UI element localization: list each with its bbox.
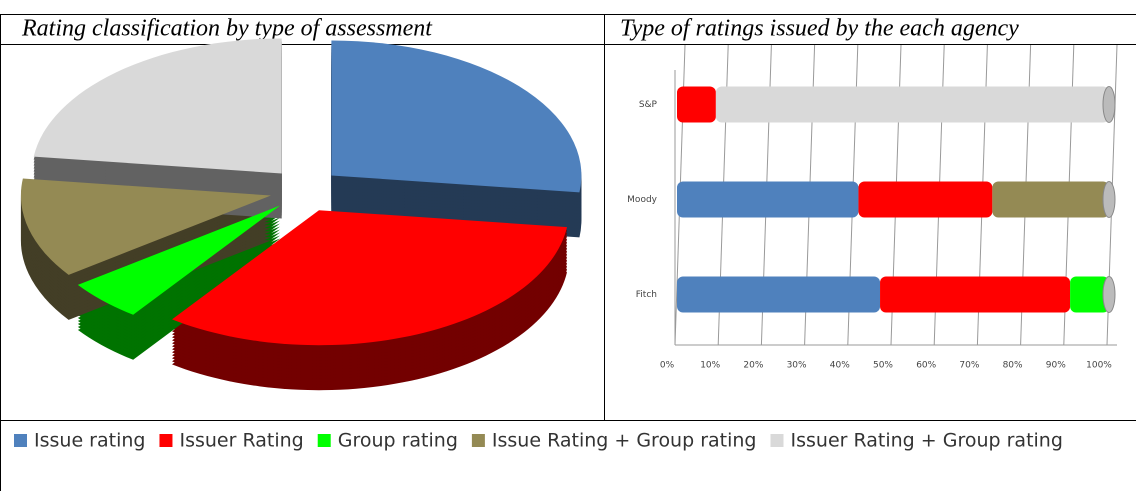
- legend-label: Issuer Rating: [179, 430, 303, 452]
- bar-segment: [880, 276, 1071, 313]
- table-border: [0, 14, 1136, 491]
- bar-segment: [677, 276, 881, 313]
- x-tick-label: 0%: [660, 361, 675, 371]
- bar-segment: [677, 86, 716, 123]
- legend-label: Issue Rating + Group rating: [492, 430, 757, 452]
- x-tick-label: 30%: [787, 361, 807, 371]
- bar-end: [1102, 86, 1116, 123]
- bar-end: [1102, 276, 1116, 313]
- category-label: Moody: [627, 195, 657, 205]
- pie-slice: [172, 210, 568, 346]
- x-tick-label: 50%: [873, 361, 893, 371]
- bar-segment: [1070, 276, 1109, 313]
- x-tick-label: 100%: [1086, 361, 1112, 371]
- bar-chart: 0% 10% 20% 30% 40% 50% 60% 70% 80% 90% 100% S&P Mood…: [627, 44, 1118, 371]
- x-tick-label: 10%: [700, 361, 720, 371]
- legend-label: Issuer Rating + Group rating: [791, 430, 1063, 452]
- bar-segment: [858, 181, 993, 218]
- pie-slice: [33, 38, 282, 174]
- legend-label: Group rating: [338, 430, 458, 452]
- bar-title: Type of ratings issued by the each agenc…: [620, 16, 1019, 42]
- legend-swatch: [159, 434, 173, 447]
- legend-swatch: [14, 434, 27, 447]
- bar-segment: [715, 86, 1109, 123]
- x-tick-label: 40%: [830, 361, 850, 371]
- x-tick-label: 80%: [1003, 361, 1023, 371]
- x-tick-label: 90%: [1046, 361, 1066, 371]
- pie-slice: [77, 205, 281, 315]
- legend: Issue rating Issuer Rating Group rating Iss…: [14, 430, 1063, 452]
- bar-segment: [992, 181, 1109, 218]
- x-tick-label: 20%: [743, 361, 763, 371]
- pie-title: Rating classification by type of assessm…: [21, 16, 433, 42]
- category-label: S&P: [639, 100, 658, 110]
- legend-swatch: [317, 434, 331, 447]
- pie-chart: [20, 38, 582, 391]
- pie-slice: [20, 178, 271, 275]
- pie-slice: [331, 40, 582, 193]
- legend-swatch: [770, 434, 784, 447]
- bar-segment: [677, 181, 859, 218]
- legend-swatch: [471, 434, 485, 447]
- category-label: Fitch: [636, 290, 657, 300]
- x-tick-label: 60%: [916, 361, 936, 371]
- x-tick-label: 70%: [959, 361, 979, 371]
- bar-end: [1102, 181, 1116, 218]
- legend-label: Issue rating: [34, 430, 145, 452]
